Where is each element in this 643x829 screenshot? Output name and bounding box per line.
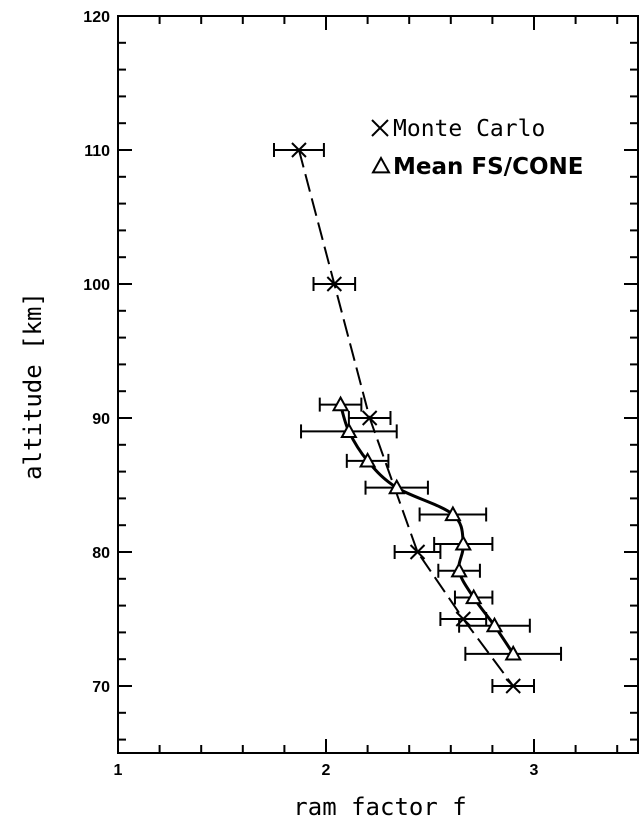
mean-fs-cone-point — [454, 534, 472, 551]
mean-fs-cone-point — [485, 616, 504, 633]
legend-mean-fs-cone-marker — [371, 155, 391, 174]
y-tick-label: 120 — [83, 9, 110, 26]
monte-carlo-point — [326, 276, 343, 292]
x-axis-label: ram factor f — [293, 793, 466, 821]
x-tick-label: 3 — [530, 762, 539, 779]
legend-monte-carlo-marker — [371, 119, 389, 137]
legend-triangle-symbol — [371, 155, 391, 174]
y-tick-label: 100 — [83, 277, 110, 294]
legend-x-symbol — [371, 119, 389, 137]
mean-fs-cone-point — [464, 588, 483, 605]
y-tick-label: 90 — [92, 411, 110, 428]
y-axis-label: altitude [km] — [19, 292, 47, 480]
legend-mean-fs-cone-label: Mean FS/CONE — [393, 154, 583, 180]
y-tick-label: 70 — [92, 679, 110, 696]
y-tick-label: 80 — [92, 545, 110, 562]
mean-fs-cone-point — [444, 505, 462, 522]
legend-monte-carlo-label: Monte Carlo — [393, 116, 545, 142]
tick-labels: 1 2 3 70 80 90 100 110 120 — [83, 9, 538, 779]
monte-carlo-point — [409, 544, 426, 560]
mean-fs-cone-point — [340, 422, 358, 438]
monte-carlo-point — [291, 142, 307, 158]
x-tick-label: 1 — [114, 762, 123, 779]
mean-fs-cone-point — [331, 395, 350, 412]
mean-fs-cone-point — [450, 561, 468, 578]
mean-fs-cone-point — [358, 451, 377, 468]
y-tick-label: 110 — [84, 143, 110, 160]
mean-fs-cone-curve — [339, 404, 515, 655]
monte-carlo-point — [505, 678, 521, 694]
legend: Monte Carlo Mean FS/CONE — [371, 116, 583, 180]
x-tick-label: 2 — [322, 762, 331, 779]
monte-carlo-line — [297, 149, 515, 687]
plot-frame — [117, 15, 639, 754]
monte-carlo-point — [361, 410, 378, 426]
mean-fs-cone-point — [388, 478, 406, 495]
mean-fs-cone-point — [504, 644, 522, 661]
series-layer — [273, 142, 563, 694]
axis-ticks — [117, 15, 638, 753]
